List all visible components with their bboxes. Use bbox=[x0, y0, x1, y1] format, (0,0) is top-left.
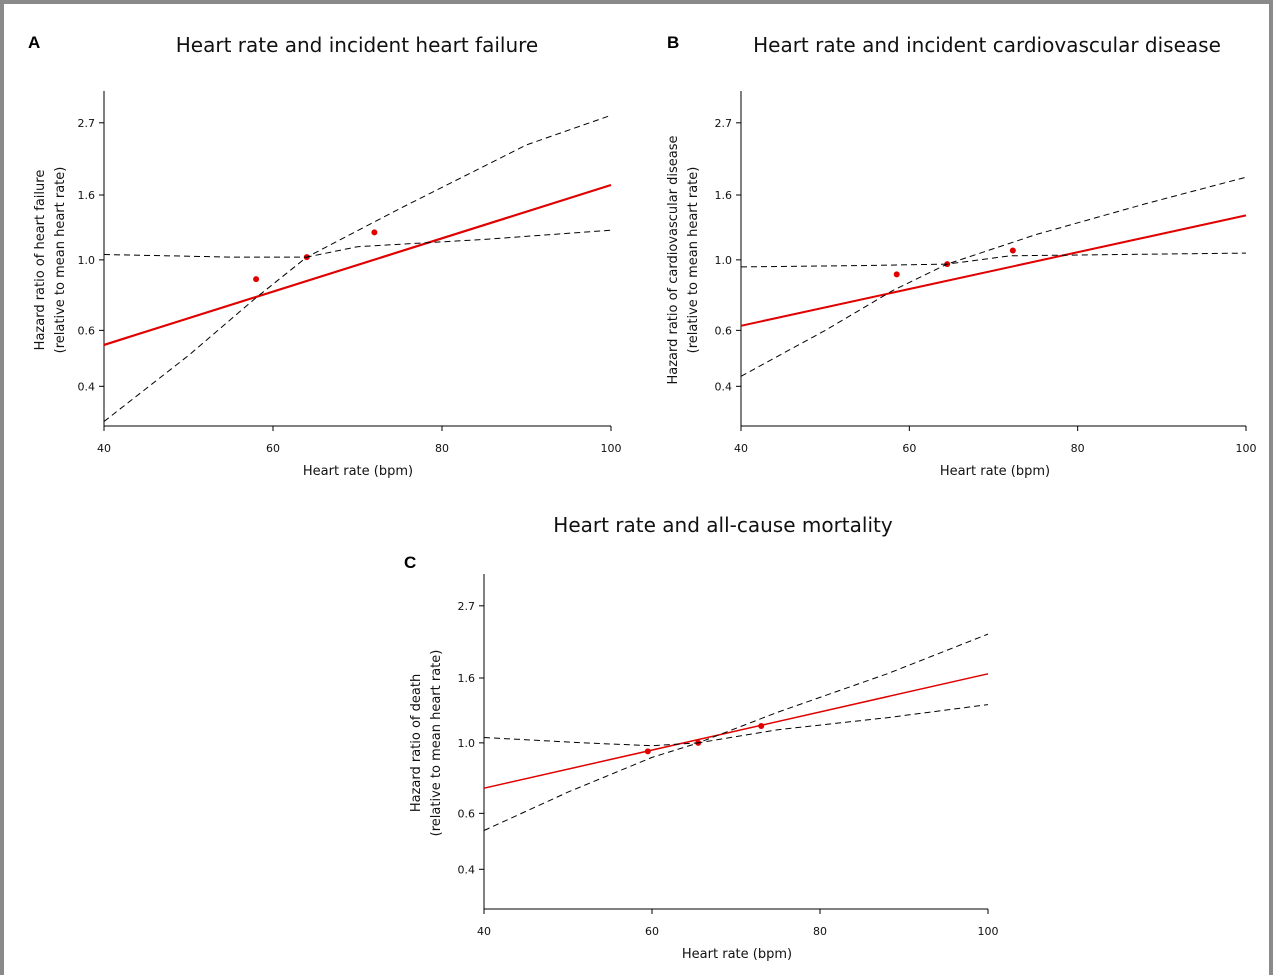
x-tick-label-a: 60 bbox=[266, 442, 280, 455]
upper-ci-line-c bbox=[483, 633, 989, 747]
y-tick-label-b: 0.6 bbox=[715, 324, 733, 337]
x-tick-label-a: 80 bbox=[435, 442, 449, 455]
x-axis-label-c: Heart rate (bpm) bbox=[682, 947, 792, 962]
y-tick-label-c: 2.7 bbox=[458, 600, 476, 613]
y-tick-label-b: 0.4 bbox=[715, 380, 733, 393]
x-axis-label-b: Heart rate (bpm) bbox=[940, 464, 1050, 479]
chart-title-a: Heart rate and incident heart failure bbox=[176, 33, 538, 57]
panel-label-a: A bbox=[28, 33, 40, 52]
panel-c: Heart rate and all-cause mortality C Haz… bbox=[404, 513, 999, 962]
chart-title-c: Heart rate and all-cause mortality bbox=[553, 513, 893, 537]
lower-ci-line-c bbox=[483, 704, 989, 831]
y-axis-label-b-line2: (relative to mean heart rate) bbox=[686, 167, 701, 354]
x-tick-label-c: 40 bbox=[477, 925, 491, 938]
y-axis-label-b-line1: Hazard ratio of cardiovascular disease bbox=[666, 135, 681, 384]
x-tick-label-c: 100 bbox=[978, 925, 999, 938]
panel-label-b: B bbox=[667, 33, 679, 52]
plot-area-a: 0.4 0.6 1.0 1.6 2.7 40 60 80 100 bbox=[78, 91, 622, 455]
estimate-point-a bbox=[253, 276, 260, 283]
y-tick-label-a: 1.0 bbox=[78, 254, 96, 267]
x-tick-label-b: 80 bbox=[1071, 442, 1085, 455]
y-tick-label-b: 1.6 bbox=[715, 189, 733, 202]
x-tick-label-b: 40 bbox=[734, 442, 748, 455]
x-tick-label-b: 100 bbox=[1236, 442, 1257, 455]
y-tick-label-a: 1.6 bbox=[78, 189, 96, 202]
lower-ci-line-b bbox=[740, 252, 1247, 377]
y-tick-label-c: 0.4 bbox=[458, 863, 476, 876]
plot-area-b: 0.4 0.6 1.0 1.6 2.7 40 60 80 100 bbox=[715, 91, 1257, 455]
y-axis-label-a-line2: (relative to mean heart rate) bbox=[53, 167, 68, 354]
x-tick-label-c: 80 bbox=[813, 925, 827, 938]
estimate-point-c bbox=[644, 748, 651, 755]
lower-ci-line-a bbox=[103, 229, 612, 422]
y-tick-label-a: 0.6 bbox=[78, 324, 96, 337]
y-tick-label-c: 1.0 bbox=[458, 737, 476, 750]
x-tick-label-b: 60 bbox=[902, 442, 916, 455]
y-axis-label-a-line1: Hazard ratio of heart failure bbox=[33, 170, 48, 351]
y-axis-label-c-line2: (relative to mean heart rate) bbox=[429, 650, 444, 837]
y-axis-label-c-line1: Hazard ratio of death bbox=[409, 674, 424, 812]
x-axis-label-a: Heart rate (bpm) bbox=[303, 464, 413, 479]
estimate-line-b bbox=[740, 214, 1247, 327]
y-tick-label-c: 0.6 bbox=[458, 807, 476, 820]
panel-label-c: C bbox=[404, 553, 416, 572]
y-tick-label-c: 1.6 bbox=[458, 672, 476, 685]
chart-title-b: Heart rate and incident cardiovascular d… bbox=[753, 33, 1221, 57]
estimate-line-a bbox=[103, 183, 612, 346]
x-tick-label-a: 40 bbox=[97, 442, 111, 455]
x-tick-label-a: 100 bbox=[601, 442, 622, 455]
upper-ci-line-a bbox=[103, 114, 612, 258]
y-tick-label-a: 0.4 bbox=[78, 380, 96, 393]
estimate-point-b bbox=[893, 271, 900, 278]
estimate-point-b bbox=[1009, 247, 1016, 254]
panel-b: B Heart rate and incident cardiovascular… bbox=[666, 33, 1257, 479]
estimate-line-c bbox=[483, 673, 989, 789]
estimate-point-c bbox=[758, 723, 765, 730]
x-tick-label-c: 60 bbox=[645, 925, 659, 938]
upper-ci-line-b bbox=[740, 176, 1247, 268]
plot-area-c: 0.4 0.6 1.0 1.6 2.7 40 60 80 100 bbox=[458, 574, 999, 938]
panel-a: A Heart rate and incident heart failure … bbox=[28, 33, 622, 479]
y-tick-label-a: 2.7 bbox=[78, 117, 96, 130]
y-tick-label-b: 2.7 bbox=[715, 117, 733, 130]
y-tick-label-b: 1.0 bbox=[715, 254, 733, 267]
estimate-point-a bbox=[371, 229, 378, 236]
